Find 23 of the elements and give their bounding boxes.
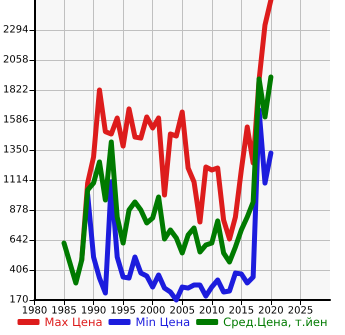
legend-label: Сред.Цена, т.йен <box>223 315 328 329</box>
x-tick-label: 2000 <box>140 306 166 316</box>
x-tick-label: 2010 <box>199 306 225 316</box>
x-tick-label: 1990 <box>80 306 106 316</box>
y-tick-label: 170 <box>9 294 28 306</box>
legend-label: Min Цена <box>136 315 190 329</box>
x-tick-label: 1995 <box>110 306 136 316</box>
y-tick-label: 878 <box>9 204 28 216</box>
x-tick-label: 2005 <box>170 306 195 316</box>
legend-label: Max Цена <box>44 315 103 329</box>
y-tick-label: 1114 <box>2 174 28 186</box>
y-tick-label: 642 <box>9 234 28 246</box>
y-tick-label: 1586 <box>2 114 28 126</box>
x-tick-label: 1985 <box>51 306 77 316</box>
x-tick-label: 2025 <box>288 306 314 316</box>
x-tick-label: 2020 <box>258 306 284 316</box>
y-tick-label: 1350 <box>2 144 28 156</box>
x-tick-label: 1980 <box>22 306 48 316</box>
y-tick-label: 2294 <box>2 24 28 36</box>
y-tick-label: 2058 <box>2 54 28 66</box>
x-tick-label: 2015 <box>228 306 254 316</box>
y-tick-label: 1822 <box>2 84 28 96</box>
y-tick-label: 406 <box>9 264 28 276</box>
